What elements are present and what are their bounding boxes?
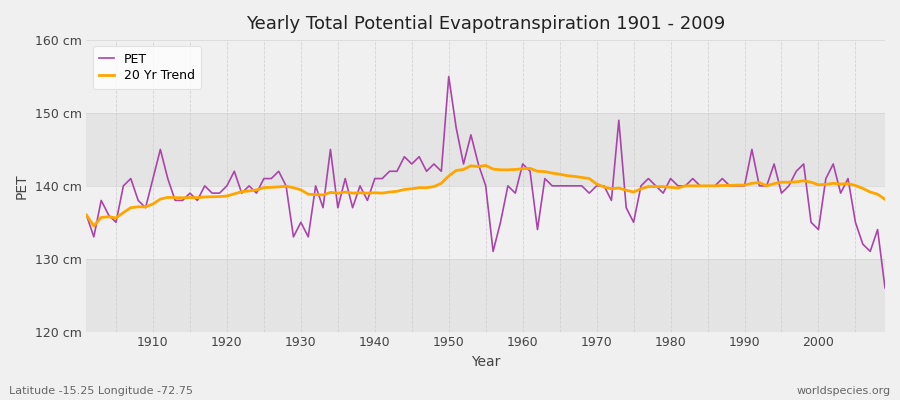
- PET: [518, 162, 528, 166]
- 20 Yr Trend: [525, 166, 535, 171]
- 20 Yr Trend: [81, 212, 92, 217]
- PET: [81, 212, 92, 217]
- 20 Yr Trend: [621, 188, 632, 193]
- Text: Latitude -15.25 Longitude -72.75: Latitude -15.25 Longitude -72.75: [9, 386, 193, 396]
- 20 Yr Trend: [310, 192, 321, 197]
- PET: [302, 234, 313, 239]
- 20 Yr Trend: [88, 224, 99, 228]
- Title: Yearly Total Potential Evapotranspiration 1901 - 2009: Yearly Total Potential Evapotranspiratio…: [246, 15, 725, 33]
- Bar: [86, 40, 885, 113]
- PET: [614, 118, 625, 123]
- Text: worldspecies.org: worldspecies.org: [796, 386, 891, 396]
- X-axis label: Year: Year: [471, 355, 500, 369]
- PET: [347, 205, 358, 210]
- Y-axis label: PET: PET: [15, 173, 29, 199]
- 20 Yr Trend: [532, 169, 543, 174]
- Legend: PET, 20 Yr Trend: PET, 20 Yr Trend: [93, 46, 202, 89]
- 20 Yr Trend: [148, 202, 158, 206]
- PET: [140, 205, 151, 210]
- 20 Yr Trend: [481, 163, 491, 168]
- Line: 20 Yr Trend: 20 Yr Trend: [86, 166, 885, 226]
- 20 Yr Trend: [355, 190, 365, 195]
- PET: [879, 286, 890, 290]
- Bar: [86, 259, 885, 332]
- Bar: [86, 113, 885, 186]
- 20 Yr Trend: [879, 197, 890, 202]
- Bar: [86, 186, 885, 259]
- PET: [525, 169, 535, 174]
- PET: [444, 74, 454, 79]
- Line: PET: PET: [86, 76, 885, 288]
